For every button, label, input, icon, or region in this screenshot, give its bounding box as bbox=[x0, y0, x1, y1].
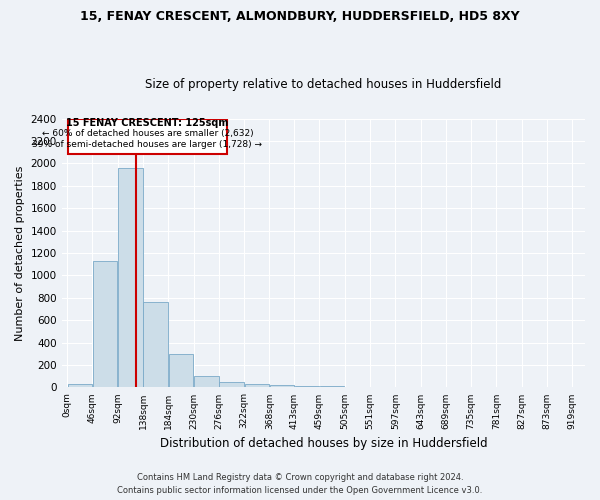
Bar bbox=[245, 384, 269, 388]
Text: ← 60% of detached houses are smaller (2,632): ← 60% of detached houses are smaller (2,… bbox=[41, 129, 253, 138]
Bar bbox=[194, 376, 218, 388]
Text: 15, FENAY CRESCENT, ALMONDBURY, HUDDERSFIELD, HD5 8XY: 15, FENAY CRESCENT, ALMONDBURY, HUDDERSF… bbox=[80, 10, 520, 23]
Bar bbox=[68, 384, 92, 388]
Bar bbox=[93, 261, 118, 388]
Bar bbox=[143, 302, 168, 388]
Bar bbox=[370, 387, 395, 388]
Bar bbox=[219, 382, 244, 388]
Bar bbox=[118, 168, 143, 388]
Bar bbox=[320, 386, 344, 388]
Text: Contains HM Land Registry data © Crown copyright and database right 2024.
Contai: Contains HM Land Registry data © Crown c… bbox=[118, 474, 482, 495]
Text: 39% of semi-detached houses are larger (1,728) →: 39% of semi-detached houses are larger (… bbox=[32, 140, 262, 148]
Bar bbox=[295, 386, 319, 388]
Y-axis label: Number of detached properties: Number of detached properties bbox=[15, 166, 25, 340]
Bar bbox=[169, 354, 193, 388]
Bar bbox=[345, 386, 370, 388]
FancyBboxPatch shape bbox=[68, 118, 227, 154]
Title: Size of property relative to detached houses in Huddersfield: Size of property relative to detached ho… bbox=[145, 78, 502, 91]
Text: 15 FENAY CRESCENT: 125sqm: 15 FENAY CRESCENT: 125sqm bbox=[66, 118, 229, 128]
Bar bbox=[270, 385, 295, 388]
X-axis label: Distribution of detached houses by size in Huddersfield: Distribution of detached houses by size … bbox=[160, 437, 487, 450]
